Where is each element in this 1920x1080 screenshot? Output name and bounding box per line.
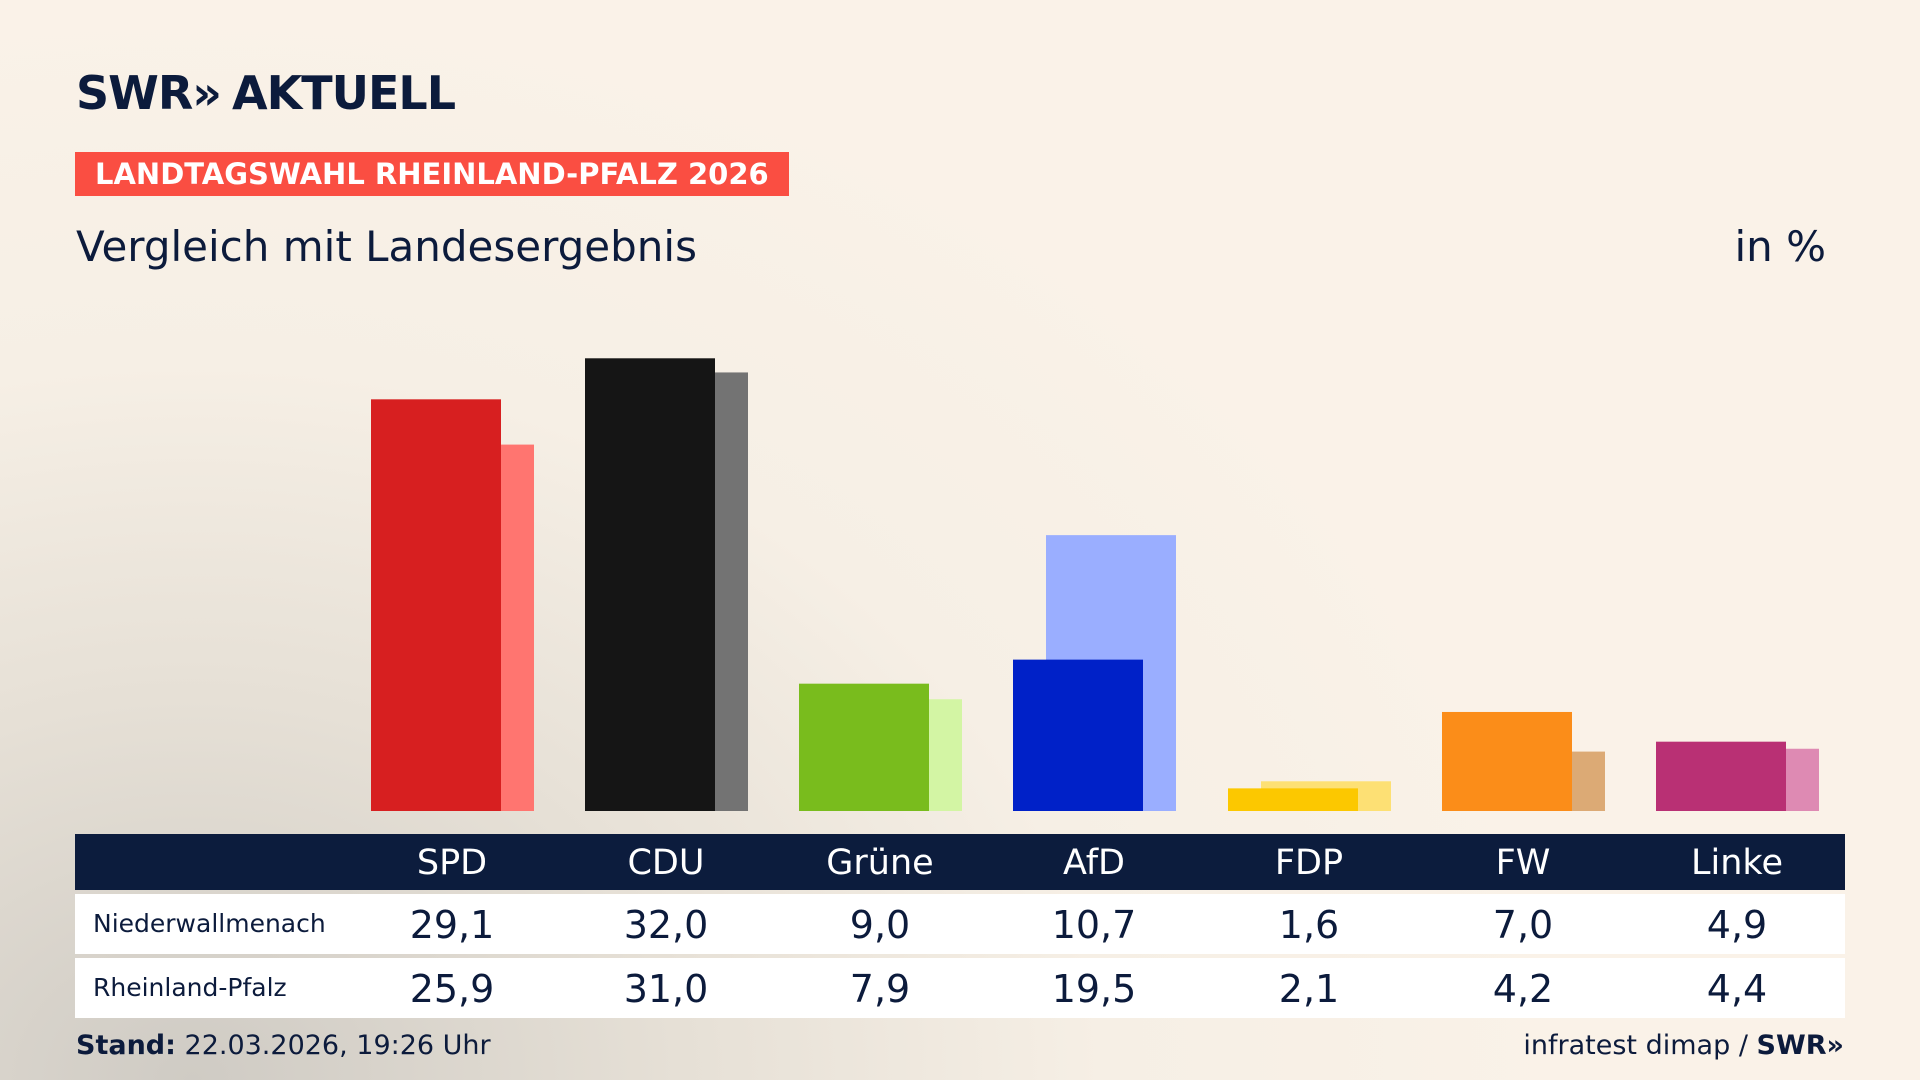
stand-value: 22.03.2026, 19:26 Uhr <box>184 1030 491 1061</box>
table-cell: 7,9 <box>849 967 911 1011</box>
logo-aktuell-text: AKTUELL <box>232 66 456 120</box>
mini-logo-text: SWR <box>1756 1030 1827 1061</box>
table-cell: 2,1 <box>1278 967 1340 1011</box>
table-row: Rheinland-Pfalz 25,9 31,0 7,9 19,5 2,1 4,2 4,4 <box>75 958 1845 1018</box>
bar-afd-niederwallmenach <box>1013 659 1143 811</box>
bar-fdp-niederwallmenach <box>1228 788 1358 811</box>
table-cell: 19,5 <box>1051 967 1137 1011</box>
table-cell: 31,0 <box>623 967 709 1011</box>
party-header: AfD <box>1063 843 1125 883</box>
row-label: Rheinland-Pfalz <box>93 973 287 1002</box>
chart-subtitle: Vergleich mit Landesergebnis <box>76 222 697 271</box>
source-text: infratest dimap / <box>1523 1030 1748 1061</box>
table-cell: 9,0 <box>849 903 911 947</box>
bar-spd-niederwallmenach <box>371 399 501 811</box>
party-header: FW <box>1495 843 1551 883</box>
row-label: Niederwallmenach <box>93 909 326 938</box>
stand-label: Stand: <box>76 1030 176 1061</box>
table-header: SPD CDU Grüne AfD FDP FW Linke <box>75 834 1845 890</box>
election-badge: LANDTAGSWAHL RHEINLAND-PFALZ 2026 <box>75 152 789 196</box>
table-cell: 32,0 <box>623 903 709 947</box>
bar-chart <box>371 358 1819 811</box>
unit-label: in % <box>1734 222 1826 271</box>
mini-logo-arrows-icon: » <box>1826 1030 1844 1061</box>
bar-cdu-niederwallmenach <box>585 358 715 811</box>
party-header: FDP <box>1274 843 1344 883</box>
party-header: SPD <box>416 843 488 883</box>
bar-linke-niederwallmenach <box>1656 741 1786 811</box>
source-credit: infratest dimap / SWR» <box>1523 1030 1844 1061</box>
table-cell: 4,2 <box>1492 967 1554 1011</box>
table-cell: 1,6 <box>1278 903 1340 947</box>
table-cell: 7,0 <box>1492 903 1554 947</box>
table-cell: 4,9 <box>1706 903 1768 947</box>
swr-aktuell-logo: SWR» AKTUELL <box>76 66 456 120</box>
timestamp: Stand: 22.03.2026, 19:26 Uhr <box>76 1030 491 1061</box>
party-header: Linke <box>1691 843 1783 883</box>
table-cell: 4,4 <box>1706 967 1768 1011</box>
table-cell: 25,9 <box>409 967 495 1011</box>
party-header: Grüne <box>826 843 934 883</box>
bar-grüne-niederwallmenach <box>799 683 929 811</box>
swr-mini-logo: SWR» <box>1757 1030 1844 1061</box>
logo-swr-text: SWR <box>76 66 193 120</box>
bar-fw-niederwallmenach <box>1442 711 1572 811</box>
party-header: CDU <box>627 843 705 883</box>
table-cell: 10,7 <box>1051 903 1137 947</box>
results-table: SPD CDU Grüne AfD FDP FW Linke Niederwallmenac… <box>75 834 1845 1018</box>
table-row: Niederwallmenach 29,1 32,0 9,0 10,7 1,6 7,0 4,… <box>75 894 1845 954</box>
table-cell: 29,1 <box>409 903 495 947</box>
